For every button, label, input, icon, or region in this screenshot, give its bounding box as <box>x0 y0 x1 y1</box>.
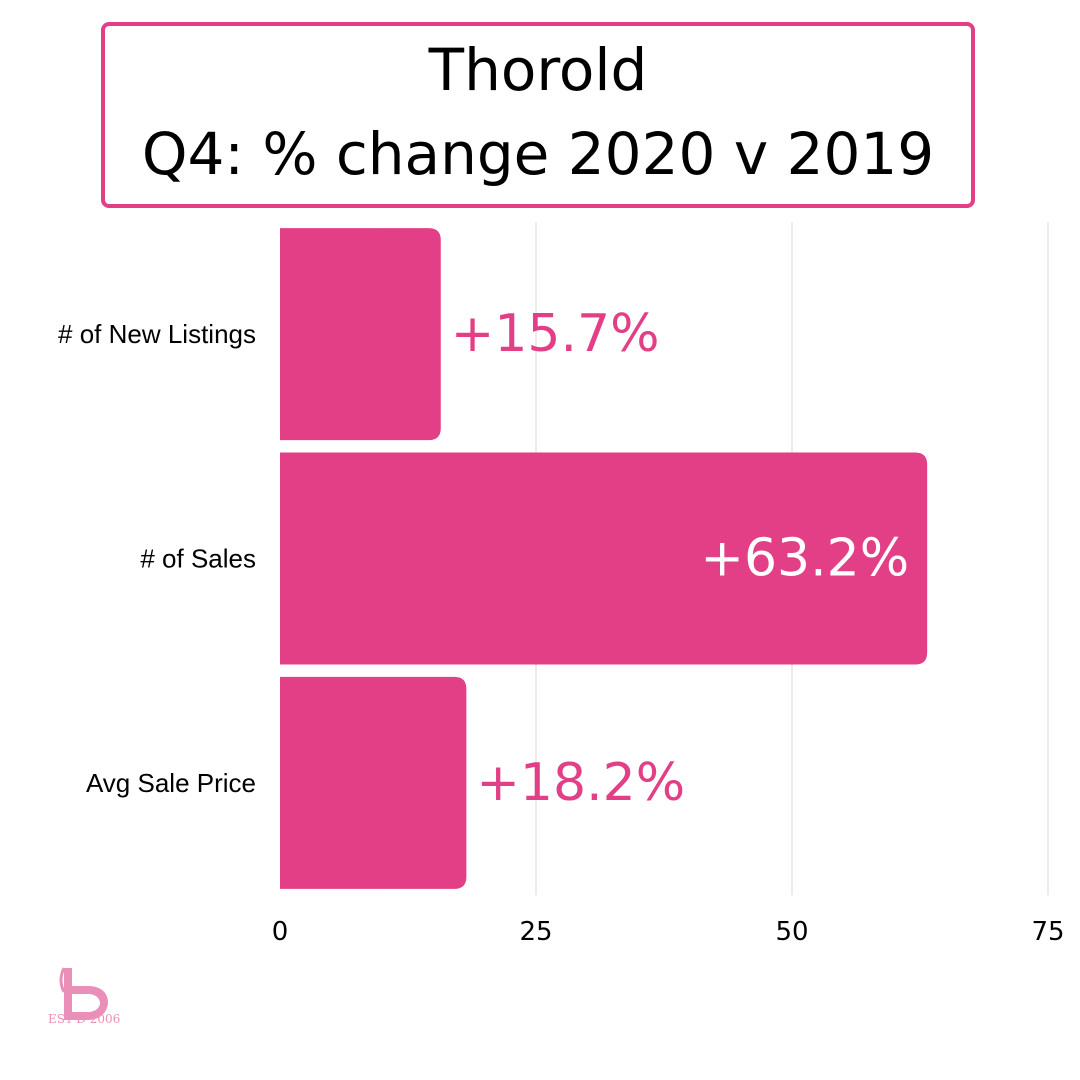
data-label: +63.2% <box>700 529 909 589</box>
tick-label: 75 <box>1031 917 1064 947</box>
chart-title: Thorold <box>428 36 648 104</box>
category-label: # of New Listings <box>58 319 256 349</box>
category-label: Avg Sale Price <box>86 768 256 798</box>
tick-label: 0 <box>272 917 289 947</box>
logo-est-text: EST'D 2006 <box>48 1012 121 1026</box>
logo-icon <box>59 967 108 1020</box>
bar <box>280 676 467 889</box>
bar <box>280 452 928 665</box>
bar <box>280 228 441 441</box>
tick-label: 50 <box>775 917 808 947</box>
data-label: +18.2% <box>476 753 685 813</box>
data-label: +15.7% <box>451 304 660 364</box>
tick-label: 25 <box>519 917 552 947</box>
chart-title-box: Thorold Q4: % change 2020 v 2019 <box>101 22 975 208</box>
chart-subtitle: Q4: % change 2020 v 2019 <box>141 120 935 188</box>
category-label: # of Sales <box>140 544 256 574</box>
